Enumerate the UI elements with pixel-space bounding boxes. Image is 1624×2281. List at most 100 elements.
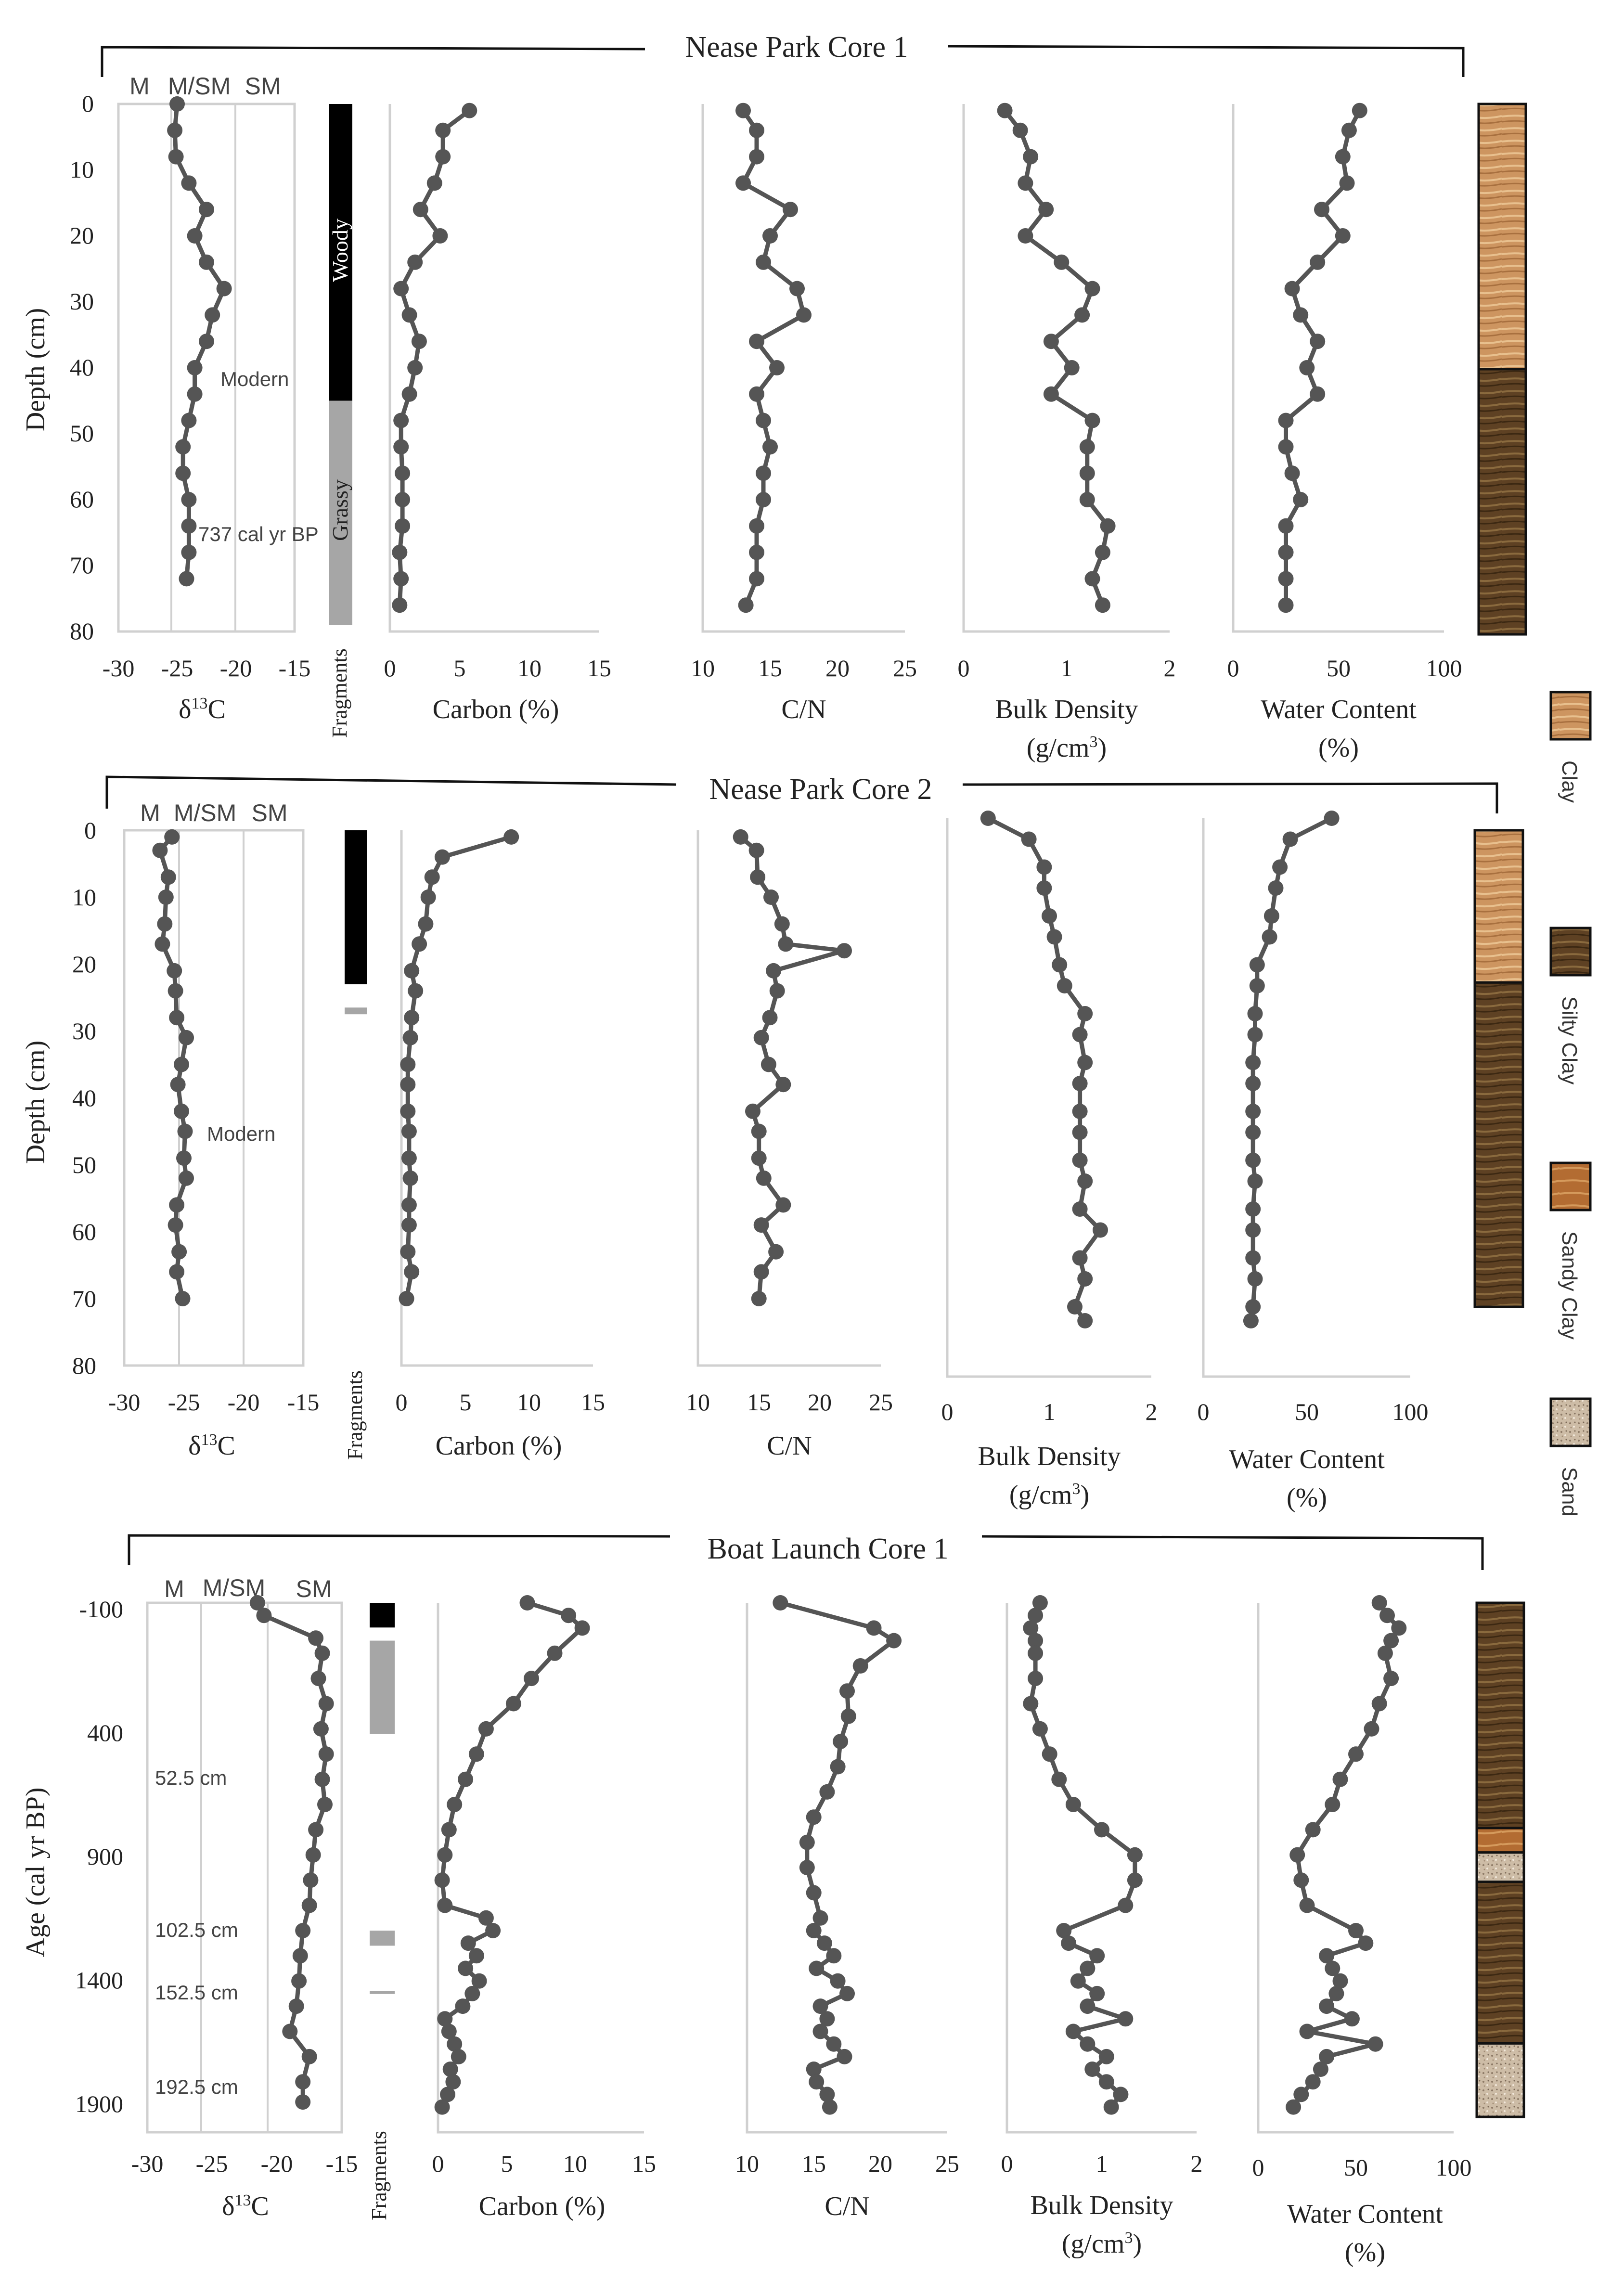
data-point xyxy=(447,1797,463,1812)
data-point xyxy=(179,1030,194,1045)
core3-annotation-depth: 192.5 cm xyxy=(155,2075,238,2098)
data-point xyxy=(318,1746,334,1762)
core3-ytick: 400 xyxy=(87,1719,123,1746)
data-point xyxy=(1084,412,1100,428)
data-point xyxy=(839,1985,855,2001)
data-point xyxy=(775,1197,791,1213)
data-point xyxy=(400,1077,416,1093)
data-point xyxy=(1319,1948,1335,1964)
data-point xyxy=(749,149,764,165)
core3-cn-xtick: 25 xyxy=(935,2150,959,2177)
data-point xyxy=(1319,2049,1335,2064)
data-point xyxy=(738,597,754,613)
core1-ytick: 60 xyxy=(70,486,94,513)
core2-ytick: 30 xyxy=(72,1018,96,1044)
core2-cn-series xyxy=(733,829,852,1306)
data-point xyxy=(1084,2062,1100,2077)
data-point xyxy=(766,963,782,979)
data-point xyxy=(317,1797,333,1812)
core2-bd-series xyxy=(980,811,1108,1328)
data-point xyxy=(181,492,197,507)
data-point xyxy=(1127,1847,1143,1863)
core3-carbon-xtick: 15 xyxy=(632,2150,656,2177)
core2-wc-xlabel-units: (%) xyxy=(1287,1483,1327,1513)
data-point xyxy=(175,465,191,481)
data-point xyxy=(445,2074,461,2090)
data-point xyxy=(400,1057,416,1072)
data-point xyxy=(1367,2036,1383,2052)
data-point xyxy=(401,1123,417,1139)
data-point xyxy=(401,386,417,402)
data-point xyxy=(1278,412,1294,428)
data-point xyxy=(168,983,183,999)
core3-carbon-series-line xyxy=(440,1600,585,2108)
data-point xyxy=(174,1057,189,1072)
data-point xyxy=(1348,1746,1364,1762)
core1-wc-axes xyxy=(1232,104,1444,633)
data-point xyxy=(762,439,778,455)
core1-carbon-xlabel: Carbon (%) xyxy=(433,695,559,724)
data-point xyxy=(177,1123,193,1139)
data-point xyxy=(749,544,764,560)
core3-bd-series xyxy=(1023,1595,1143,2115)
data-point xyxy=(199,334,214,349)
core2-fragment-bar xyxy=(345,830,367,984)
data-point xyxy=(806,1923,822,1938)
core1-cn-xtick: 25 xyxy=(893,655,917,682)
data-point xyxy=(1245,1055,1261,1070)
data-point xyxy=(1100,518,1116,534)
legend-label-sand: Sand xyxy=(1558,1467,1581,1517)
data-point xyxy=(1084,281,1100,296)
core1-wc-xlabel-units: (%) xyxy=(1318,733,1359,763)
data-point xyxy=(176,1150,192,1166)
data-point xyxy=(749,386,764,402)
core3-yticks: -100 400 900 1400 1900 xyxy=(75,1596,123,2117)
core1-ytick: 0 xyxy=(82,90,94,117)
core2-ytick: 0 xyxy=(84,817,96,844)
core2-carbon-xtick: 15 xyxy=(581,1389,605,1416)
core3-wc-series xyxy=(1286,1595,1407,2115)
data-point xyxy=(1352,103,1367,118)
data-point xyxy=(179,1170,194,1186)
data-point xyxy=(199,202,214,218)
data-point xyxy=(282,2023,298,2039)
data-point xyxy=(424,869,440,885)
data-point xyxy=(407,254,423,270)
core3-cn-xtick: 20 xyxy=(868,2150,892,2177)
data-point xyxy=(775,1077,791,1093)
data-point xyxy=(1080,2036,1096,2052)
core1-ytick: 40 xyxy=(70,354,94,381)
core2-cn-xtick: 15 xyxy=(747,1389,771,1416)
data-point xyxy=(769,983,785,999)
data-point xyxy=(1262,929,1277,945)
data-point xyxy=(809,1960,825,1976)
data-point xyxy=(749,518,764,534)
data-point xyxy=(187,228,203,244)
data-point xyxy=(1245,1299,1261,1314)
core3-carbon-axes xyxy=(437,1603,644,2134)
data-point xyxy=(1325,1797,1340,1812)
data-point xyxy=(169,1010,185,1026)
data-point xyxy=(471,1973,487,1989)
data-point xyxy=(1247,1027,1263,1043)
data-point xyxy=(1094,1822,1109,1838)
data-point xyxy=(447,2036,463,2052)
core3-bd-series-line xyxy=(1028,1602,1137,2109)
data-point xyxy=(205,307,220,323)
data-point xyxy=(561,1608,577,1624)
core2-lithology-column xyxy=(1473,829,1524,1308)
data-point xyxy=(1310,386,1326,402)
data-point xyxy=(1324,811,1340,826)
data-point xyxy=(175,439,191,455)
core3-fragment-bar xyxy=(370,1603,395,1628)
data-point xyxy=(164,829,180,845)
data-point xyxy=(519,1595,535,1611)
data-point xyxy=(1043,334,1059,349)
core1-zone-label: M xyxy=(129,73,150,100)
core2-wc-series xyxy=(1243,811,1340,1328)
data-point xyxy=(181,175,197,191)
core3-zone-label: M xyxy=(164,1575,184,1602)
lithology-unit xyxy=(1475,1851,1525,1883)
data-point xyxy=(1064,360,1080,375)
data-point xyxy=(393,439,409,455)
